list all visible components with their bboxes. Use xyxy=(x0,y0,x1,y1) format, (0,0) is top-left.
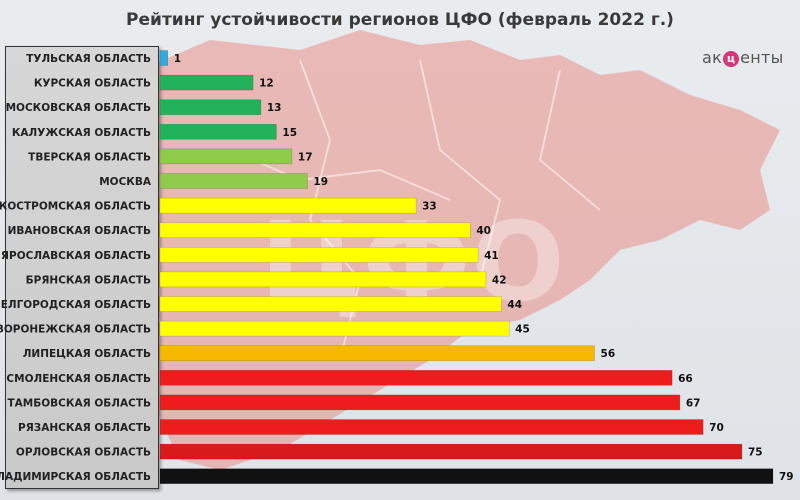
category-label: КАЛУЖСКАЯ ОБЛАСТЬ xyxy=(12,127,151,139)
logo-mark-icon: ц xyxy=(723,51,740,67)
bar-value-label: 15 xyxy=(282,127,297,139)
bar-value-label: 33 xyxy=(422,201,437,213)
bar-value-label: 42 xyxy=(492,274,507,286)
category-label: КОСТРОМСКАЯ ОБЛАСТЬ xyxy=(0,201,151,213)
category-label: МОСКВА xyxy=(99,176,152,188)
category-label: ЯРОСЛАВСКАЯ ОБЛАСТЬ xyxy=(1,250,151,262)
bar xyxy=(159,247,479,263)
bar-value-label: 13 xyxy=(267,102,282,114)
category-label: ТВЕРСКАЯ ОБЛАСТЬ xyxy=(28,151,151,163)
bar xyxy=(159,370,673,386)
bar xyxy=(159,345,595,361)
bar-value-label: 75 xyxy=(748,447,763,459)
bar-value-label: 45 xyxy=(515,324,530,336)
bar xyxy=(159,468,774,484)
category-label: ТУЛЬСКАЯ ОБЛАСТЬ xyxy=(26,53,151,65)
category-label: СМОЛЕНСКАЯ ОБЛАСТЬ xyxy=(6,373,151,385)
bar xyxy=(159,419,704,435)
bar-value-label: 66 xyxy=(678,373,693,385)
category-label: ТАМБОВСКАЯ ОБЛАСТЬ xyxy=(8,397,151,409)
category-label: РЯЗАНСКАЯ ОБЛАСТЬ xyxy=(18,422,151,434)
logo-text-end: енты xyxy=(740,48,784,67)
category-label: КУРСКАЯ ОБЛАСТЬ xyxy=(34,78,151,90)
map-border-lines xyxy=(229,59,601,361)
bar-value-label: 44 xyxy=(507,299,522,311)
category-label-panel xyxy=(5,46,159,489)
bar xyxy=(159,443,743,460)
category-label: БРЯНСКАЯ ОБЛАСТЬ xyxy=(26,274,151,286)
bar-value-label: 56 xyxy=(601,348,616,360)
bar xyxy=(159,74,254,91)
bar xyxy=(159,99,262,115)
bar-value-label: 79 xyxy=(779,471,794,483)
akcenty-logo: ак ц енты xyxy=(702,48,784,67)
category-label: ВОРОНЕЖСКАЯ ОБЛАСТЬ xyxy=(0,324,151,336)
bar-value-label: 1 xyxy=(174,53,181,65)
bar xyxy=(159,173,308,189)
bar xyxy=(159,222,471,238)
bar-value-label: 17 xyxy=(298,151,313,163)
bar xyxy=(159,148,293,165)
bar xyxy=(159,124,277,140)
category-label: ВЛАДИМИРСКАЯ ОБЛАСТЬ xyxy=(0,471,151,483)
bar-value-label: 67 xyxy=(686,397,701,409)
category-label: ЛИПЕЦКАЯ ОБЛАСТЬ xyxy=(23,348,151,360)
bar xyxy=(159,50,169,66)
bar-value-label: 40 xyxy=(476,225,491,237)
bar xyxy=(159,320,510,337)
category-label: ИВАНОВСКАЯ ОБЛАСТЬ xyxy=(8,225,151,237)
logo-text-start: ак xyxy=(702,48,723,67)
bar-value-label: 41 xyxy=(484,250,499,262)
bar-value-label: 19 xyxy=(313,176,328,188)
bar-value-label: 12 xyxy=(259,78,274,90)
bar xyxy=(159,296,502,312)
bar-value-label: 70 xyxy=(709,422,724,434)
chart-title: Рейтинг устойчивости регионов ЦФО (февра… xyxy=(126,10,674,30)
category-label: МОСКОВСКАЯ ОБЛАСТЬ xyxy=(6,102,151,114)
bar xyxy=(159,394,681,411)
category-label: БЕЛГОРОДСКАЯ ОБЛАСТЬ xyxy=(0,299,151,311)
bar xyxy=(159,197,417,214)
bar xyxy=(159,271,487,288)
category-label: ОРЛОВСКАЯ ОБЛАСТЬ xyxy=(16,447,151,459)
